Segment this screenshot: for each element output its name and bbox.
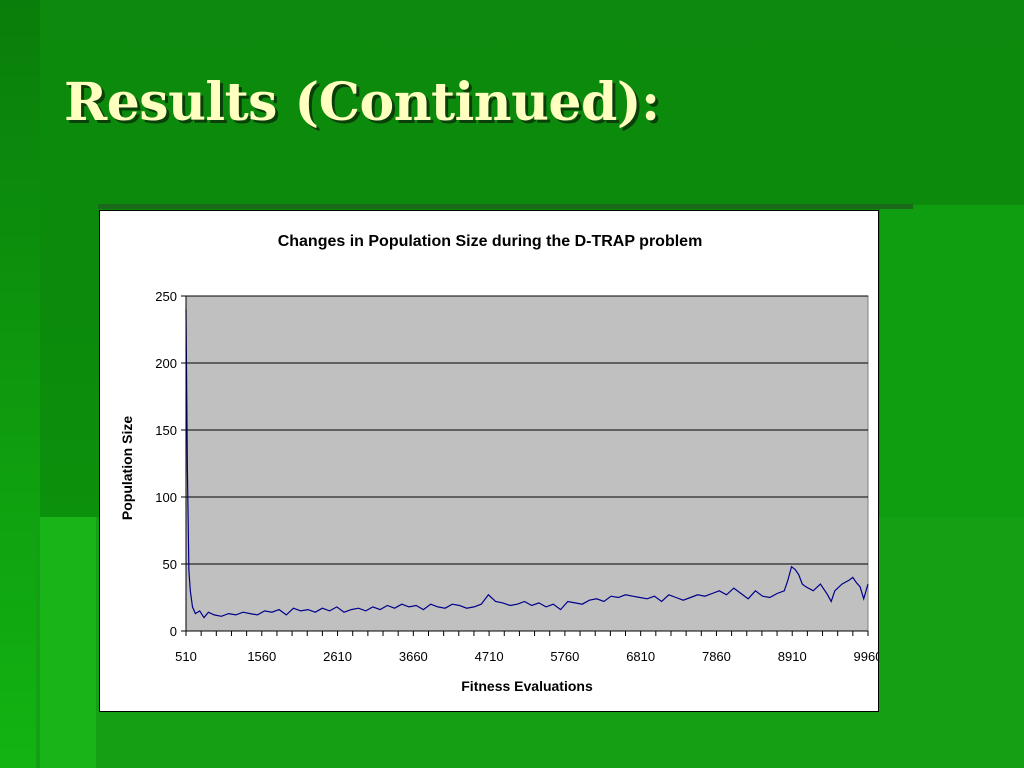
slide-title: Results (Continued): — [64, 72, 660, 133]
series-layer — [185, 309, 869, 619]
background-lower-left-block — [40, 517, 96, 768]
chart-title: Changes in Population Size during the D-… — [278, 233, 703, 250]
x-tick-label: 8910 — [778, 649, 807, 664]
x-axis-label: Fitness Evaluations — [461, 678, 593, 694]
x-tick-label: 4710 — [475, 649, 504, 664]
axes: 0 50 100 150 200 250 510 1560 2610 3660 4710 5760 68… — [155, 289, 878, 664]
x-tick-label: 7860 — [702, 649, 731, 664]
x-tick-label: 2610 — [323, 649, 352, 664]
y-tick-label: 0 — [170, 624, 177, 639]
y-tick-label: 200 — [155, 356, 177, 371]
x-tick-label: 5760 — [550, 649, 579, 664]
x-tick-label: 9960 — [854, 649, 878, 664]
y-tick-label: 150 — [155, 423, 177, 438]
x-tick-label: 3660 — [399, 649, 428, 664]
background-accent-line — [98, 204, 913, 209]
x-tick-label: 510 — [175, 649, 197, 664]
line-chart: Changes in Population Size during the D-… — [119, 233, 878, 694]
y-axis-label: Population Size — [119, 416, 135, 520]
x-tick-label: 6810 — [626, 649, 655, 664]
gridlines — [186, 295, 868, 565]
y-tick-label: 50 — [163, 557, 177, 572]
x-tick-label: 1560 — [247, 649, 276, 664]
y-tick-label: 100 — [155, 490, 177, 505]
plot-area — [185, 295, 869, 632]
series-line — [185, 309, 869, 619]
chart-frame: Changes in Population Size during the D-… — [99, 210, 879, 712]
y-tick-label: 250 — [155, 289, 177, 304]
background-left-strip — [0, 0, 40, 768]
background-right-block — [880, 205, 1024, 517]
